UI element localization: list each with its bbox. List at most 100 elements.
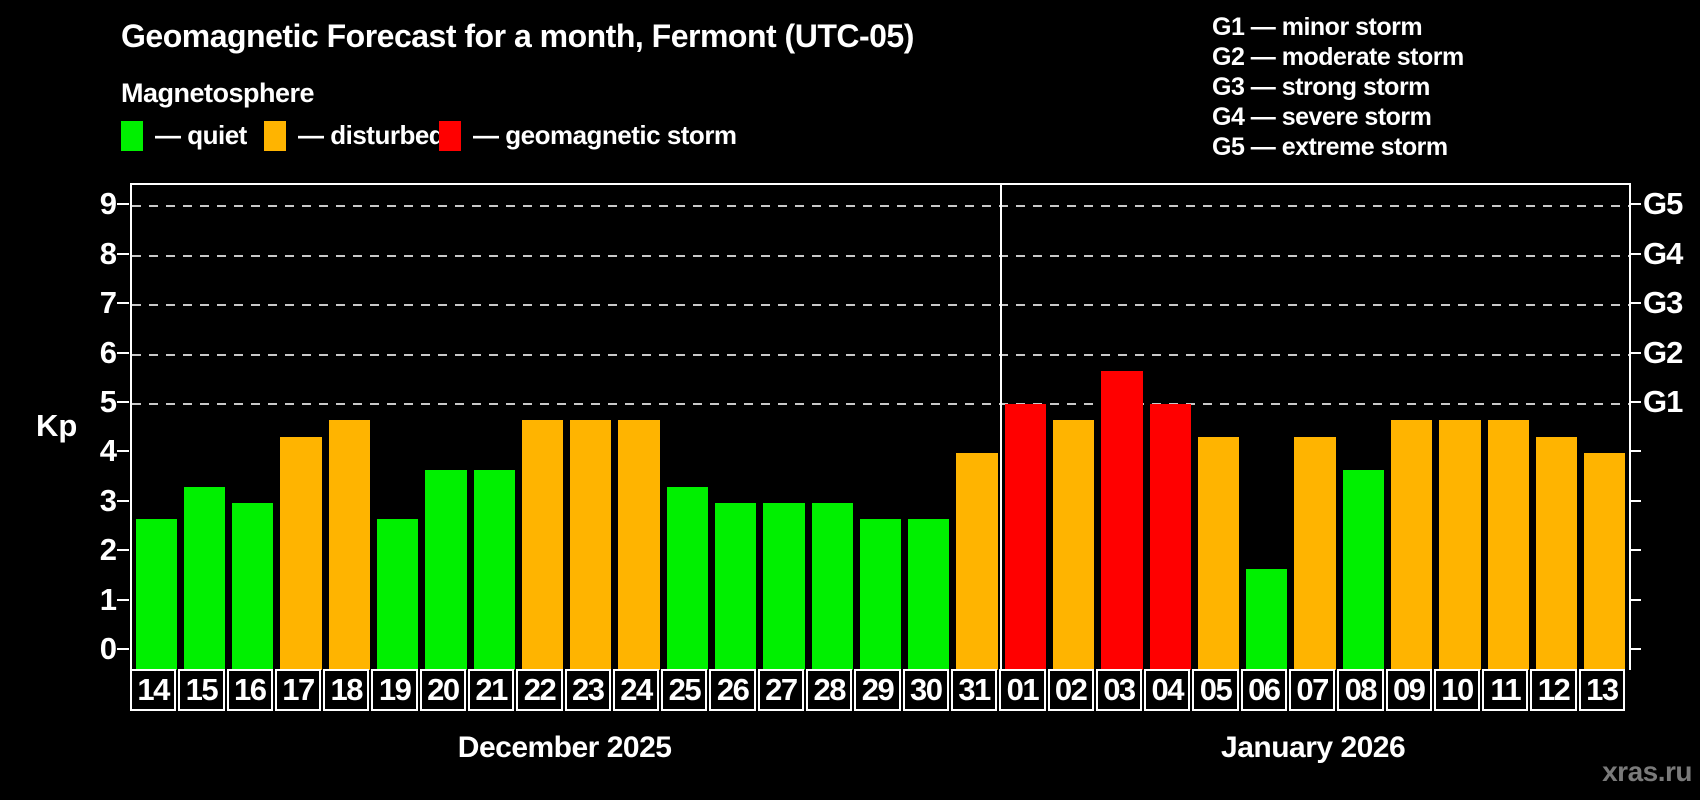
- kp-bar-day-14: [135, 519, 177, 670]
- day-box-11: 11: [1482, 669, 1529, 711]
- y-axis-right-tick-1: [1629, 598, 1641, 601]
- storm-scale-g3: G3 — strong storm: [1212, 73, 1430, 101]
- y-axis-left-tick-5: [117, 401, 129, 403]
- y-axis-label-8: 8: [99, 235, 117, 271]
- y-axis-label-5: 5: [99, 384, 117, 419]
- y-axis-right-tick-3: [1629, 499, 1641, 502]
- day-box-22: 22: [516, 669, 563, 711]
- kp-bar-day-16: [232, 502, 274, 670]
- y-axis-left-tick-4: [117, 450, 129, 453]
- day-box-19: 19: [371, 669, 418, 711]
- day-box-27: 27: [757, 669, 805, 711]
- legend-item-storm: — geomagnetic storm: [439, 120, 737, 151]
- legend-item-quiet: — quiet: [121, 120, 247, 151]
- y-axis-right-tick-4: [1629, 450, 1641, 453]
- day-box-16: 16: [226, 669, 273, 711]
- kp-bar-day-28: [811, 502, 853, 670]
- disturbed-color-swatch: [264, 120, 286, 151]
- g-scale-label-g5: G5: [1643, 186, 1683, 222]
- day-box-05: 05: [1192, 669, 1239, 711]
- storm-scale-g4: G4 — severe storm: [1212, 103, 1432, 131]
- legend-label-disturbed: — disturbed: [298, 120, 445, 150]
- kp-bar-day-06: [1246, 568, 1288, 670]
- watermark: xras.ru: [1602, 756, 1692, 787]
- kp-bar-day-07: [1294, 437, 1336, 670]
- kp-bar-day-29: [859, 519, 902, 670]
- y-axis-label-3: 3: [99, 482, 117, 518]
- y-axis-right-tick-8: [1629, 252, 1641, 255]
- g-scale-label-g4: G4: [1643, 235, 1683, 271]
- gridline-kp5: [132, 403, 1629, 405]
- y-axis-left-tick-3: [117, 499, 129, 502]
- kp-bar-day-01: [1004, 404, 1046, 670]
- g-scale-label-g1: G1: [1643, 384, 1683, 419]
- day-box-13: 13: [1578, 669, 1625, 711]
- kp-bar-day-18: [328, 420, 370, 670]
- y-axis-right-tick-9: [1629, 203, 1641, 206]
- kp-bar-day-25: [666, 486, 708, 670]
- y-axis-title: Kp: [36, 408, 78, 443]
- y-axis-right-tick-2: [1629, 549, 1641, 552]
- legend-label-quiet: — quiet: [155, 120, 247, 150]
- y-axis-label-6: 6: [99, 334, 117, 370]
- kp-bar-day-31: [956, 453, 998, 670]
- day-box-08: 08: [1337, 669, 1384, 711]
- y-axis-label-2: 2: [99, 532, 117, 568]
- day-box-12: 12: [1530, 669, 1577, 711]
- legend-label-storm: — geomagnetic storm: [473, 120, 737, 150]
- g-scale-label-g3: G3: [1643, 285, 1683, 321]
- x-axis-day-boxes: 14 15 16 17 18 19 20 21 22 23 24 25 26 27 28 29 30 31 01 02…: [130, 669, 1627, 711]
- day-box-25: 25: [661, 669, 708, 711]
- kp-bar-day-30: [908, 519, 950, 670]
- gridline-kp9: [132, 205, 1629, 208]
- plot-area: [130, 183, 1631, 670]
- day-box-03: 03: [1095, 669, 1143, 711]
- day-box-30: 30: [902, 669, 949, 711]
- storm-scale-g2: G2 — moderate storm: [1212, 43, 1464, 71]
- y-axis-left-tick-1: [117, 598, 129, 601]
- day-box-09: 09: [1385, 669, 1432, 711]
- kp-bar-day-27: [763, 502, 805, 670]
- storm-scale-legend: G1 — minor storm G2 — moderate storm G3 …: [1212, 12, 1464, 162]
- y-axis-right-tick-5: [1629, 401, 1641, 403]
- kp-bar-day-05: [1197, 437, 1240, 670]
- kp-bar-day-04: [1149, 404, 1191, 670]
- gridline-kp6: [132, 353, 1629, 356]
- kp-bar-day-12: [1535, 437, 1578, 670]
- storm-scale-g5: G5 — extreme storm: [1212, 133, 1448, 161]
- day-box-17: 17: [274, 669, 322, 711]
- month-label-0: December 2025: [457, 731, 672, 764]
- kp-bar-day-19: [376, 519, 419, 670]
- kp-bar-day-24: [618, 420, 660, 670]
- day-box-29: 29: [854, 669, 901, 711]
- kp-bar-day-13: [1584, 453, 1626, 670]
- y-axis-label-4: 4: [99, 433, 117, 469]
- y-axis-left-tick-8: [117, 252, 129, 255]
- storm-scale-g1: G1 — minor storm: [1212, 13, 1423, 41]
- day-box-06: 06: [1240, 669, 1287, 711]
- month-label-1: January 2026: [1221, 731, 1406, 764]
- y-axis-right-tick-6: [1629, 351, 1641, 354]
- day-box-20: 20: [419, 669, 467, 711]
- day-box-02: 02: [1047, 669, 1094, 711]
- day-box-31: 31: [950, 669, 998, 711]
- kp-bar-day-22: [521, 420, 564, 670]
- day-box-10: 10: [1433, 669, 1481, 711]
- y-axis-left-tick-9: [117, 203, 129, 206]
- day-box-14: 14: [130, 669, 177, 711]
- kp-bar-day-26: [714, 502, 757, 670]
- kp-bar-day-03: [1101, 370, 1143, 670]
- kp-bar-day-11: [1487, 420, 1529, 670]
- kp-bar-day-17: [280, 437, 322, 670]
- kp-bar-day-21: [473, 469, 515, 670]
- gridline-kp8: [132, 254, 1629, 257]
- y-axis-left-tick-6: [117, 351, 129, 354]
- kp-bar-day-23: [570, 420, 612, 670]
- g-scale-label-g2: G2: [1643, 334, 1683, 370]
- y-axis-label-1: 1: [99, 581, 117, 617]
- day-box-01: 01: [999, 669, 1046, 711]
- y-axis-right-tick-0: [1629, 648, 1641, 650]
- kp-bar-day-20: [425, 469, 467, 670]
- day-box-26: 26: [709, 669, 756, 711]
